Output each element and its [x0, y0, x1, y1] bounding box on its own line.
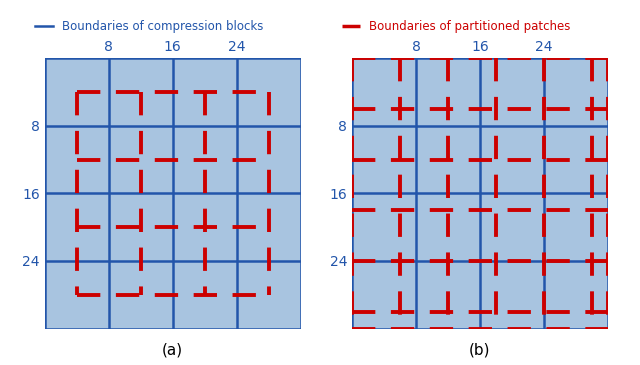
Text: (b): (b) [469, 343, 491, 358]
Text: (a): (a) [162, 343, 184, 358]
Legend: Boundaries of compression blocks: Boundaries of compression blocks [30, 16, 268, 38]
Legend: Boundaries of partitioned patches: Boundaries of partitioned patches [337, 16, 575, 38]
